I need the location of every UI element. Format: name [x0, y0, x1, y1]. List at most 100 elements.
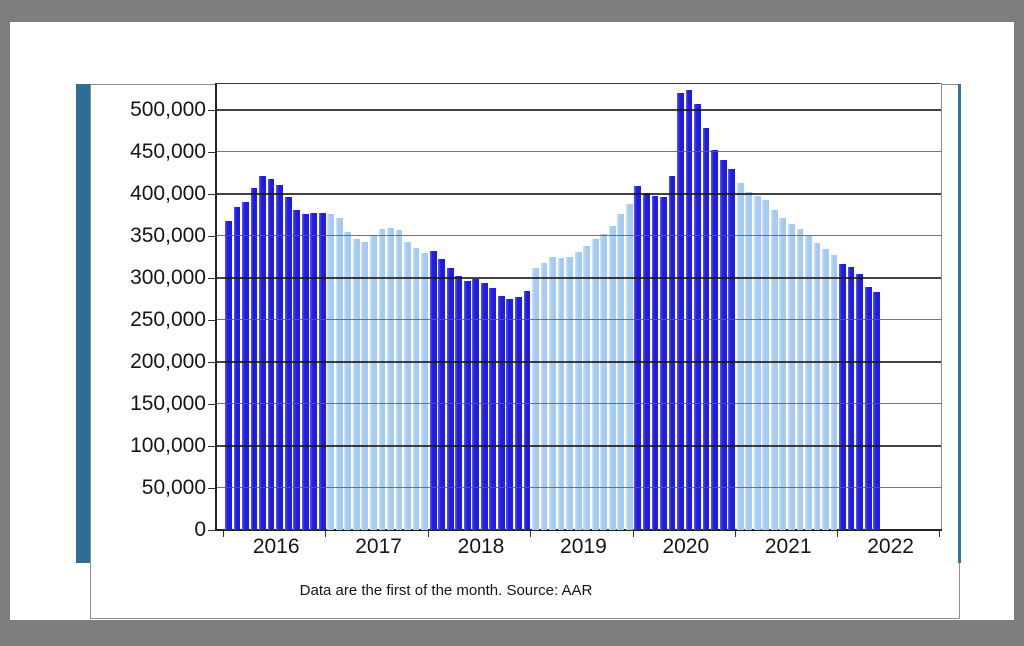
bar-2016-m4 — [250, 188, 258, 530]
gridline-350000 — [217, 235, 941, 237]
y-tick-mark — [208, 110, 216, 112]
x-year-label-2022: 2022 — [867, 535, 914, 558]
bar-2017-m2 — [335, 217, 343, 530]
x-tick-mark — [735, 531, 736, 537]
x-axis-labels: 2016 2017 2018 2019 2020 2021 2022 — [217, 535, 941, 563]
bar-2016-m7 — [276, 184, 283, 530]
bar-2022-m2 — [847, 267, 855, 530]
plot-area — [217, 84, 941, 530]
bar-2016-m10 — [301, 214, 309, 530]
bar-2020-m7 — [685, 89, 693, 530]
chart-footnote: Data are the first of the month. Source:… — [299, 582, 593, 599]
y-tick-label: 50,000 — [141, 476, 206, 499]
y-tick-mark — [208, 278, 216, 280]
y-tick-mark — [208, 362, 216, 363]
bar-2021-m7 — [787, 224, 795, 530]
y-tick-mark — [208, 320, 216, 322]
bar-2020-m4 — [660, 196, 667, 530]
bar-2017-m5 — [361, 241, 369, 530]
bar-2018-m10 — [506, 299, 514, 530]
bar-2017-m7 — [378, 229, 386, 530]
bar-2020-m1 — [634, 185, 642, 530]
bar-2017-m5 — [404, 241, 411, 530]
plot-border-right — [940, 83, 942, 531]
bar-2018-m6 — [472, 278, 480, 530]
x-tick-mark — [939, 531, 940, 537]
y-axis-labels: 500,000 450,000 400,000 350,000 300,000 250,0… — [68, 84, 206, 541]
gridline-200000 — [217, 361, 941, 363]
bar-2017-m1 — [327, 214, 335, 530]
bar-2021-m10 — [813, 242, 821, 530]
bar-2017-m6 — [370, 235, 377, 530]
bar-2020-m12 — [728, 168, 736, 530]
bar-2019-m3 — [549, 257, 556, 530]
y-tick-label: 150,000 — [130, 392, 206, 415]
y-tick-mark — [208, 194, 216, 196]
y-tick-mark — [208, 530, 216, 531]
gridline-400000 — [217, 193, 941, 196]
y-tick-mark — [208, 236, 216, 238]
bar-2016-m5 — [259, 176, 266, 530]
bar-2019-m11 — [617, 214, 625, 530]
bar-2020-m11 — [719, 159, 727, 530]
bar-2016-m11 — [318, 213, 326, 530]
y-axis-line — [215, 83, 217, 531]
x-tick-mark — [427, 531, 429, 537]
bar-2017-m8 — [387, 227, 394, 530]
bar-2017-m9 — [395, 230, 403, 530]
bar-2019-m10 — [608, 225, 616, 530]
bar-2019-m4 — [557, 257, 565, 530]
gridline-150000 — [217, 403, 941, 404]
bar-2017-m12 — [421, 252, 428, 530]
bar-2016-m1 — [225, 220, 232, 530]
x-year-label-2020: 2020 — [662, 535, 710, 558]
bar-2022-m4 — [864, 287, 872, 530]
bar-2021-m9 — [805, 236, 812, 530]
bar-2019-m7 — [583, 246, 591, 530]
x-year-label-2017: 2017 — [355, 535, 402, 558]
bar-2018-m2 — [438, 258, 446, 530]
y-tick-mark — [208, 488, 216, 489]
bar-2019-m1 — [532, 267, 539, 530]
bar-2019-m8 — [591, 239, 599, 530]
x-tick-mark — [223, 531, 224, 537]
y-tick-label: 250,000 — [130, 308, 206, 332]
x-tick-mark — [530, 531, 532, 537]
bar-2019-m6 — [574, 252, 582, 530]
document-page: 500,000 450,000 400,000 350,000 300,000 250,0… — [10, 22, 1014, 620]
y-tick-label: 500,000 — [130, 98, 206, 122]
bar-2022-m1 — [839, 263, 846, 530]
bar-2017-m3 — [344, 231, 352, 530]
bar-2022-m5 — [873, 292, 881, 530]
bar-2019-m2 — [540, 262, 548, 530]
bar-2019-m12 — [625, 204, 633, 530]
bar-2018-m5 — [463, 280, 471, 530]
gridline-250000 — [217, 319, 941, 321]
x-year-label-2016: 2016 — [252, 535, 300, 558]
gridline-100000 — [217, 445, 941, 447]
bar-2018-m12 — [523, 290, 531, 530]
y-tick-label: 100,000 — [130, 434, 206, 457]
bar-2018-m3 — [446, 267, 454, 530]
gridline-300000 — [217, 277, 941, 280]
y-tick-label: 450,000 — [130, 140, 206, 164]
bar-2021-m8 — [796, 229, 804, 530]
bar-2021-m4 — [762, 199, 770, 530]
bar-2018-m11 — [515, 297, 522, 530]
bar-2017-m11 — [412, 247, 420, 530]
y-tick-label: 200,000 — [130, 350, 206, 373]
y-tick-label: 350,000 — [130, 224, 206, 248]
bar-2016-m11 — [310, 213, 318, 530]
x-year-label-2018: 2018 — [457, 535, 505, 558]
accent-stripe-right — [958, 84, 961, 563]
x-tick-mark — [632, 531, 634, 537]
y-tick-mark — [208, 152, 216, 154]
bar-2018-m9 — [497, 295, 505, 530]
bar-2020-m9 — [702, 127, 710, 530]
x-year-label-2019: 2019 — [560, 535, 607, 558]
bar-2018-m1 — [429, 251, 437, 530]
y-tick-label: 400,000 — [130, 182, 206, 206]
x-tick-mark — [837, 531, 839, 537]
x-tick-mark — [325, 531, 327, 537]
bar-2021-m12 — [830, 255, 838, 530]
